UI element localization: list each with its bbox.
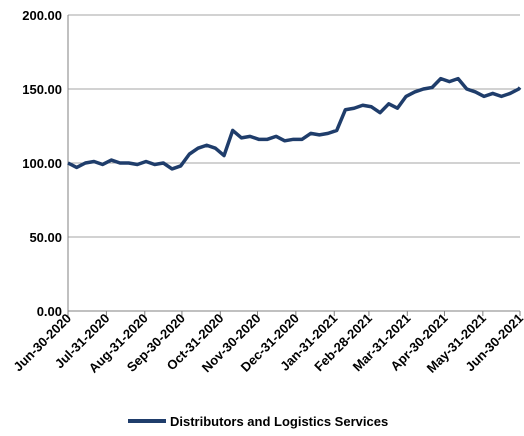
y-tick-label: 150.00 bbox=[22, 82, 62, 97]
y-tick-label: 200.00 bbox=[22, 8, 62, 23]
legend-label: Distributors and Logistics Services bbox=[170, 414, 388, 429]
y-tick-label: 100.00 bbox=[22, 156, 62, 171]
series-line bbox=[67, 76, 522, 171]
y-tick-label: 50.00 bbox=[29, 230, 62, 245]
y-tick-label: 0.00 bbox=[37, 304, 62, 319]
